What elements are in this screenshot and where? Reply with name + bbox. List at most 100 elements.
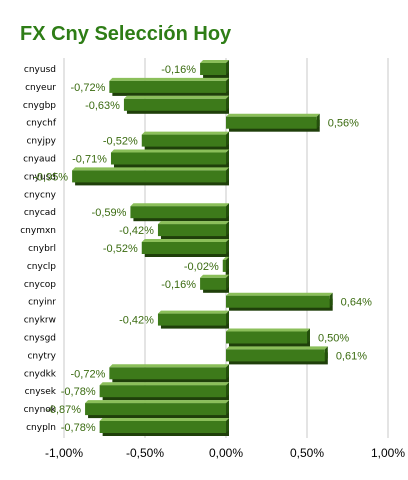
category-label: cnypln [26, 423, 56, 433]
bar [99, 382, 229, 401]
bar [222, 256, 229, 275]
bar-front-face [110, 152, 226, 165]
bar-front-face [99, 385, 226, 398]
category-label: cnynok [24, 405, 57, 415]
value-label: -0,71% [72, 154, 107, 166]
category-label: cnyeur [25, 83, 56, 93]
bar-front-face [123, 98, 226, 111]
bar-front-face [226, 295, 330, 308]
value-label: -0,16% [161, 279, 196, 291]
category-label: cnyinr [28, 298, 56, 308]
bar [226, 113, 320, 132]
category-label: cnymxn [20, 226, 56, 236]
value-label: -0,72% [71, 368, 106, 380]
bar [157, 221, 229, 240]
value-label: -0,72% [71, 82, 106, 94]
category-label: cnygbp [23, 101, 56, 111]
bar [130, 203, 229, 222]
category-label: cnyjpy [26, 137, 56, 147]
category-label: cnybrl [28, 244, 56, 254]
bar-top-face [85, 400, 229, 404]
x-tick-label: 1,00% [371, 446, 405, 460]
value-label: 0,61% [336, 350, 367, 362]
tick-layer: -1,00% -0,50% 0,00% 0,50% 1,00% [45, 446, 405, 460]
bar [109, 77, 229, 96]
bar-top-face [99, 382, 229, 386]
bar-top-face [130, 203, 229, 207]
category-label: cnydkk [24, 369, 57, 379]
bar-front-face [99, 421, 226, 433]
bar-layer [72, 60, 333, 436]
bar-side-face [226, 95, 229, 111]
category-label: cnyusd [24, 172, 56, 182]
bar-front-face [226, 116, 317, 129]
bar-front-face [141, 134, 226, 147]
value-label: 0,50% [318, 333, 349, 345]
value-label: -0,87% [46, 404, 81, 416]
bar-side-face [226, 149, 229, 165]
bar-top-face [222, 256, 229, 260]
bar [157, 310, 229, 329]
value-label: -0,78% [61, 386, 96, 398]
bar-front-face [109, 80, 226, 93]
bar-side-face [226, 418, 229, 433]
value-label: -0,02% [184, 261, 219, 273]
bar-top-face [200, 274, 229, 278]
bar [110, 149, 229, 168]
bar-side-face [226, 256, 229, 272]
bar [72, 167, 229, 186]
category-label: cnycny [24, 190, 57, 200]
bar-side-face [226, 239, 229, 254]
bar-front-face [85, 403, 226, 416]
category-label: cnysgd [24, 334, 56, 344]
bar [141, 239, 229, 257]
bar-top-face [226, 346, 328, 350]
bar [109, 364, 229, 383]
category-label: cnykrw [24, 316, 56, 326]
bar-side-face [226, 221, 229, 237]
bar-top-face [72, 167, 229, 171]
label-layer: cnyusd -0,16% cnyeur -0,72% cnygbp -0,63% cnyc… [20, 64, 372, 434]
bar-top-face [226, 292, 333, 296]
bar [123, 95, 229, 114]
bar-side-face [316, 113, 320, 129]
bar-side-face [324, 346, 328, 362]
bar-side-face [226, 310, 229, 326]
bar-front-face [200, 63, 226, 75]
value-label: -0,42% [119, 315, 154, 327]
category-label: cnyusd [24, 65, 56, 75]
bar-front-face [226, 349, 325, 362]
value-label: -0,16% [161, 64, 196, 76]
value-label: -0,59% [92, 207, 127, 219]
bar-top-face [109, 364, 229, 368]
value-label: 0,64% [341, 297, 372, 309]
bar [226, 346, 328, 365]
bar-front-face [72, 170, 226, 183]
bar-top-face [157, 310, 229, 314]
bar-top-face [157, 221, 229, 225]
bar-side-face [226, 382, 229, 398]
bar-side-face [329, 292, 333, 308]
value-label: -0,52% [103, 136, 138, 148]
x-tick-label: 0,50% [290, 446, 324, 460]
category-label: cnytry [27, 351, 56, 361]
bar-top-face [123, 95, 229, 99]
bar-front-face [130, 206, 226, 219]
bar-front-face [222, 259, 226, 272]
value-label: -0,95% [33, 171, 68, 183]
value-label: -0,52% [103, 243, 138, 255]
bar-top-face [200, 60, 229, 63]
bar-side-face [226, 364, 229, 380]
bar [99, 418, 229, 436]
category-label: cnycad [24, 208, 56, 218]
category-label: cnycop [24, 280, 56, 290]
bar [200, 60, 229, 78]
value-label: -0,63% [85, 100, 120, 112]
bar-front-face [157, 313, 226, 326]
x-tick-label: -1,00% [45, 446, 83, 460]
bar-side-face [226, 131, 229, 147]
category-label: cnyaud [23, 155, 56, 165]
category-label: cnysek [25, 387, 57, 397]
bar-front-face [109, 367, 226, 380]
